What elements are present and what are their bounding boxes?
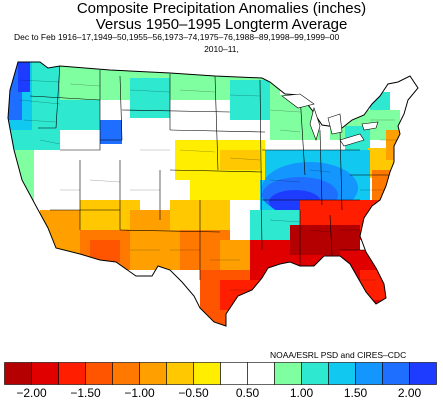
colorbar-box bbox=[4, 362, 32, 385]
colorbar-box bbox=[220, 362, 248, 385]
colorbar-box bbox=[31, 362, 59, 385]
colorbar-box bbox=[247, 362, 275, 385]
division-borders bbox=[19, 79, 398, 291]
colorbar-box bbox=[139, 362, 167, 385]
colorbar-tick-label: −2.00 bbox=[16, 386, 47, 400]
colorbar-tick-label: 1.50 bbox=[344, 386, 368, 400]
colorbar-box bbox=[409, 362, 437, 385]
colorbar-tick-label: −1.50 bbox=[70, 386, 101, 400]
state-borders bbox=[29, 62, 390, 280]
map-title-line1: Composite Precipitation Anomalies (inche… bbox=[76, 0, 367, 17]
great-lakes bbox=[281, 93, 379, 147]
colorbar-box bbox=[382, 362, 410, 385]
colorbar-box bbox=[112, 362, 140, 385]
colorbar-box bbox=[58, 362, 86, 385]
colorbar-tick-label: −1.00 bbox=[124, 386, 155, 400]
colorbar-tick-label: −0.50 bbox=[178, 386, 209, 400]
map-title-years-cont: 2010–11, bbox=[204, 44, 239, 54]
colorbar-tick-label: 2.00 bbox=[398, 386, 422, 400]
colorbar-tick-label: 0.50 bbox=[236, 386, 260, 400]
colorbar-box bbox=[166, 362, 194, 385]
map-title-years: Dec to Feb 1916–17,1949–50,1955–56,1973–… bbox=[14, 32, 340, 42]
colorbar-box bbox=[301, 362, 329, 385]
colorbar-box bbox=[328, 362, 356, 385]
colorbar-box bbox=[355, 362, 383, 385]
colorbar-box bbox=[85, 362, 113, 385]
colorbar-legend: −2.00 −1.50 −1.00 −0.50 0.50 1.00 1.50 2.00 bbox=[4, 362, 437, 400]
colorbar-box bbox=[193, 362, 221, 385]
map-title-line2: Versus 1950–1995 Longterm Average bbox=[95, 16, 348, 33]
us-precip-anomaly-map bbox=[7, 61, 419, 327]
colorbar-box bbox=[274, 362, 302, 385]
colorbar-tick-label: 1.00 bbox=[290, 386, 314, 400]
data-credit: NOAA/ESRL PSD and CIRES–CDC bbox=[270, 350, 407, 360]
